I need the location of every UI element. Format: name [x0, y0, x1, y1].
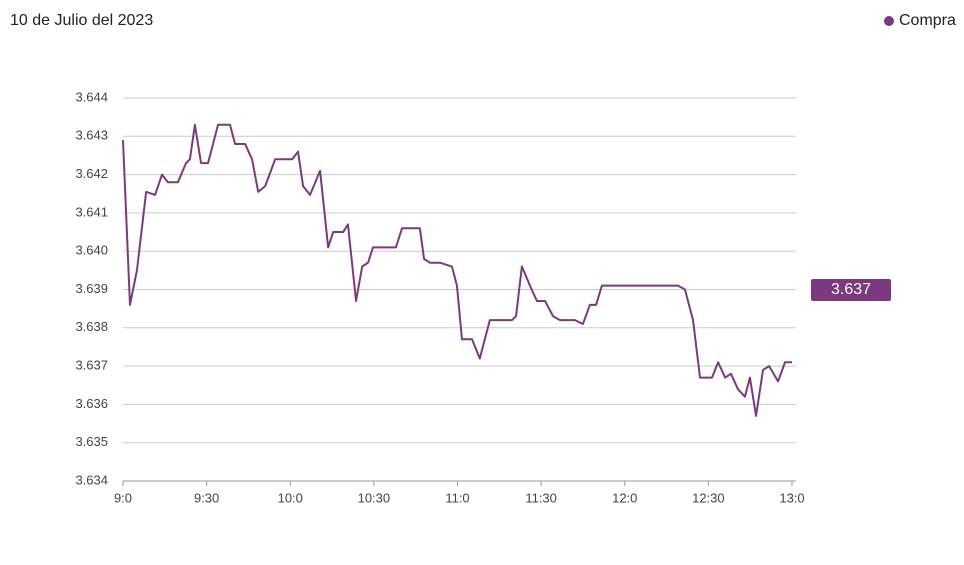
y-tick-label: 3.634	[75, 472, 108, 487]
x-tick-label: 12:30	[692, 490, 725, 505]
y-tick-label: 3.642	[75, 166, 108, 181]
x-tick-label: 12:0	[612, 490, 637, 505]
legend-dot	[884, 16, 894, 26]
x-tick-label: 10:30	[358, 490, 391, 505]
y-tick-label: 3.636	[75, 396, 108, 411]
x-tick-label: 10:0	[278, 490, 303, 505]
x-tick-label: 9:0	[114, 490, 132, 505]
y-tick-label: 3.637	[75, 358, 108, 373]
x-tick-label: 11:30	[525, 490, 557, 505]
x-tick-label: 11:0	[445, 490, 469, 505]
legend-label: Compra	[899, 12, 956, 29]
value-badge	[811, 279, 891, 301]
y-tick-label: 3.638	[75, 319, 108, 334]
value-badge-label: 3.637	[831, 281, 871, 298]
y-tick-label: 3.641	[75, 204, 108, 219]
y-tick-label: 3.644	[75, 89, 108, 104]
chart-title: 10 de Julio del 2023	[10, 12, 153, 29]
y-tick-label: 3.635	[75, 434, 108, 449]
line-series	[122, 123, 792, 417]
y-tick-label: 3.640	[75, 243, 108, 258]
y-tick-label: 3.639	[75, 281, 108, 296]
x-tick-label: 13:0	[779, 490, 804, 505]
y-tick-label: 3.643	[75, 128, 108, 143]
x-tick-label: 9:30	[194, 490, 219, 505]
